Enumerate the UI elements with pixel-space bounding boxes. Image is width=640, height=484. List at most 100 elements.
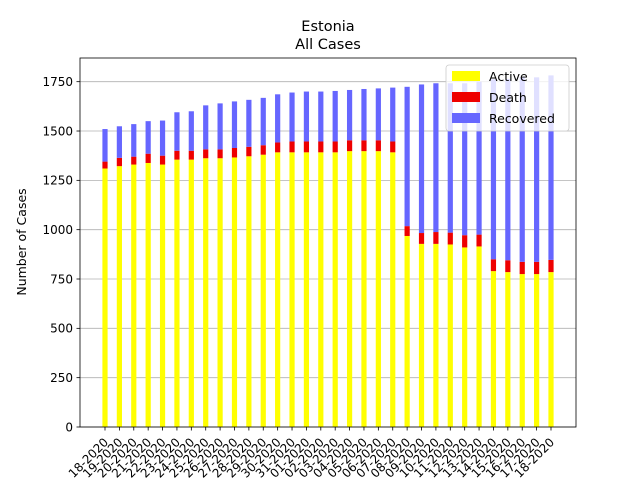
bar-active xyxy=(303,152,310,427)
bar-death xyxy=(476,234,482,247)
bar-active xyxy=(188,159,194,428)
y-tick-label: 0 xyxy=(65,420,73,434)
bar-active xyxy=(375,151,381,427)
bar-active xyxy=(490,271,497,427)
bar-recovered xyxy=(318,91,324,142)
bar-active xyxy=(534,274,540,427)
bar-death xyxy=(131,156,137,165)
bar-death xyxy=(231,147,238,158)
bar-active xyxy=(462,247,468,427)
bar-death xyxy=(260,145,266,155)
bar-death xyxy=(433,232,439,244)
bar-recovered xyxy=(548,75,554,260)
bar-active xyxy=(159,164,166,427)
bar-recovered xyxy=(260,97,266,146)
bar-death xyxy=(318,141,324,153)
bar-recovered xyxy=(174,112,180,151)
bar-recovered xyxy=(289,92,295,142)
bar-active xyxy=(505,272,511,427)
bar-recovered xyxy=(303,91,310,142)
legend-label-death: Death xyxy=(489,90,527,105)
bar-death xyxy=(145,153,151,163)
y-tick-label: 250 xyxy=(50,371,73,385)
bar-recovered xyxy=(476,81,482,235)
bar-death xyxy=(102,161,108,169)
legend-swatch-active xyxy=(452,71,480,81)
bar-death xyxy=(116,157,122,167)
bar-death xyxy=(332,141,338,153)
bar-recovered xyxy=(534,77,540,262)
bar-active xyxy=(476,246,482,427)
bar-recovered xyxy=(203,105,209,150)
y-tick-label: 1000 xyxy=(42,223,73,237)
bar-recovered xyxy=(490,79,497,260)
y-tick-label: 500 xyxy=(50,322,73,336)
x-ticks: 18-202019-202020-202021-202022-202023-20… xyxy=(66,427,557,481)
legend-swatch-death xyxy=(452,92,480,102)
bar-death xyxy=(159,155,166,165)
bar-recovered xyxy=(116,126,122,158)
bar-death xyxy=(505,260,511,273)
bar-active xyxy=(203,158,209,428)
bar-death xyxy=(390,141,396,153)
bar-active xyxy=(246,156,252,428)
bar-death xyxy=(174,150,180,160)
bar-death xyxy=(303,141,310,153)
bar-active xyxy=(102,168,108,427)
y-axis-label: Number of Cases xyxy=(14,188,29,295)
y-tick-label: 750 xyxy=(50,272,73,286)
plot-frame xyxy=(79,57,577,428)
grid-lines xyxy=(80,81,576,428)
bar-recovered xyxy=(390,87,396,142)
bar-recovered xyxy=(246,99,252,147)
legend: Active Death Recovered xyxy=(445,64,570,132)
bar-active xyxy=(418,243,425,427)
bar-death xyxy=(375,140,381,152)
bar-active xyxy=(346,151,353,427)
bar-death xyxy=(548,259,554,273)
bar-active xyxy=(289,152,295,427)
bar-recovered xyxy=(519,77,525,262)
bar-active xyxy=(361,151,367,427)
bar-recovered xyxy=(361,88,367,141)
bar-active xyxy=(131,164,137,427)
legend-label-recovered: Recovered xyxy=(489,111,555,126)
bar-recovered xyxy=(375,88,381,141)
bar-recovered xyxy=(447,83,453,233)
bar-active xyxy=(145,162,151,427)
bar-recovered xyxy=(159,120,166,156)
bar-active xyxy=(318,152,324,427)
bar-death xyxy=(203,149,209,159)
bar-active xyxy=(217,158,223,428)
bar-death xyxy=(217,149,223,159)
legend-label-active: Active xyxy=(489,69,528,84)
bar-recovered xyxy=(433,83,439,233)
bar-death xyxy=(346,140,353,152)
bar-active xyxy=(275,152,281,427)
bar-recovered xyxy=(217,103,223,150)
bar-recovered xyxy=(332,90,338,142)
bar-active xyxy=(433,243,439,427)
bar-recovered xyxy=(418,84,425,234)
chart-subtitle: All Cases xyxy=(295,37,361,53)
bar-recovered xyxy=(188,111,194,151)
bar-active xyxy=(390,152,396,427)
bar-death xyxy=(418,233,425,244)
bar-active xyxy=(260,154,266,428)
bar-death xyxy=(404,226,410,236)
bar-active xyxy=(548,272,554,427)
bars xyxy=(102,75,554,428)
bar-death xyxy=(188,150,194,160)
bar-death xyxy=(275,142,281,153)
chart-title: Estonia xyxy=(301,19,354,35)
bar-death xyxy=(462,235,468,248)
bar-recovered xyxy=(102,129,108,162)
bar-recovered xyxy=(462,83,468,236)
bar-recovered xyxy=(231,101,238,148)
bar-recovered xyxy=(346,89,353,141)
bar-death xyxy=(361,140,367,152)
bar-recovered xyxy=(404,86,410,227)
bar-death xyxy=(534,261,540,275)
